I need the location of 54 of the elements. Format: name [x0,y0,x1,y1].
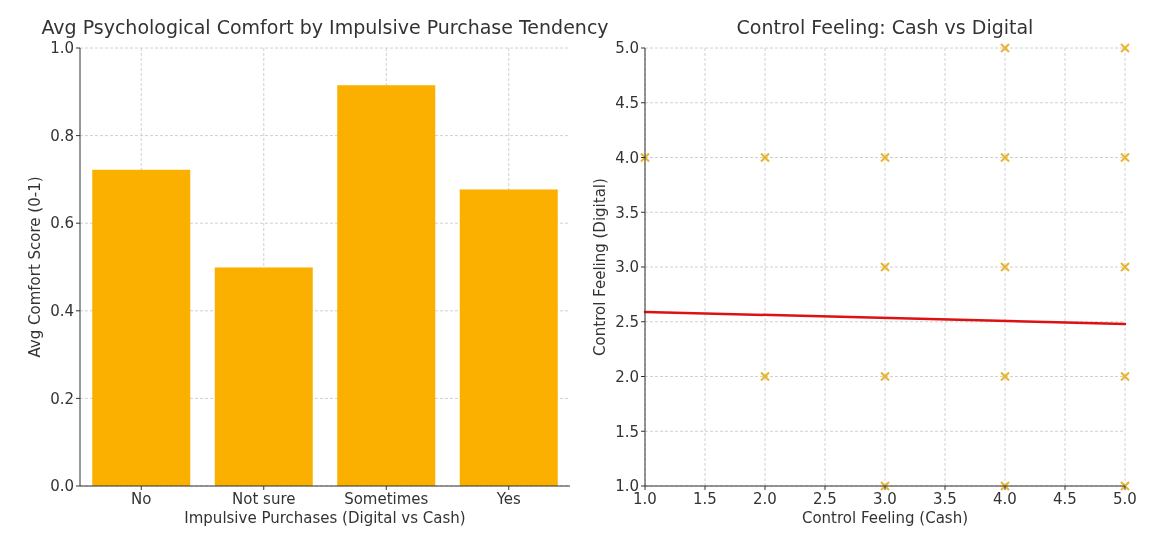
point [1000,262,1010,272]
x-axis-title: Impulsive Purchases (Digital vs Cash) [184,509,466,527]
y-tick-label: 2.5 [615,313,639,331]
point [1000,481,1010,491]
point [1120,43,1130,53]
chart-title: Control Feeling: Cash vs Digital [736,16,1034,38]
y-tick-label: 3.5 [615,203,639,222]
y-tick-label: 0.4 [50,302,74,321]
x-tick-label: 2.0 [753,490,777,508]
y-tick-label: 4.0 [615,148,639,167]
point [880,152,890,163]
x-tick-label: No [131,490,152,508]
x-tick-label: 1.0 [633,490,657,508]
y-tick-label: 5.0 [615,39,639,58]
bar [459,189,558,486]
x-tick-label: 2.5 [813,490,837,508]
x-tick-label: 3.0 [873,490,897,508]
point [880,262,890,272]
x-tick-label: 5.0 [1113,490,1137,508]
point [640,152,650,163]
chart-title: Avg Psychological Comfort by Impulsive Purchase Tendency [41,16,609,38]
x-tick-label: 3.5 [933,490,957,508]
y-tick-label: 0.2 [50,389,74,408]
point [1000,43,1010,53]
x-tick-label: 4.5 [1053,490,1077,508]
y-axis-title: Control Feeling (Digital) [591,178,609,356]
point [760,152,770,163]
y-tick-label: 4.5 [615,94,639,112]
x-tick-label: 1.5 [693,490,717,508]
point [760,371,770,382]
point [1120,371,1130,382]
y-tick-label: 0.8 [50,126,74,145]
point [880,371,890,382]
y-axis-title: Avg Comfort Score (0-1) [26,176,44,358]
point [880,481,890,491]
y-tick-label: 0.6 [50,214,74,233]
y-tick-label: 2.0 [615,367,639,386]
y-tick-label: 1.5 [615,422,639,441]
bar [337,85,436,486]
x-tick-label: Sometimes [344,490,429,508]
y-tick-label: 0.0 [50,477,74,496]
x-axis-title: Control Feeling (Cash) [801,509,969,527]
x-tick-label: Not sure [232,490,296,508]
point [1000,152,1010,163]
point [1120,262,1130,272]
x-tick-label: Yes [495,490,522,508]
point [1120,152,1130,163]
point [1000,371,1010,382]
bar [92,169,191,486]
point [1120,481,1130,491]
bar [214,267,313,486]
y-tick-label: 3.0 [615,258,639,277]
y-tick-label: 1.0 [50,39,74,58]
x-tick-label: 4.0 [993,490,1017,508]
